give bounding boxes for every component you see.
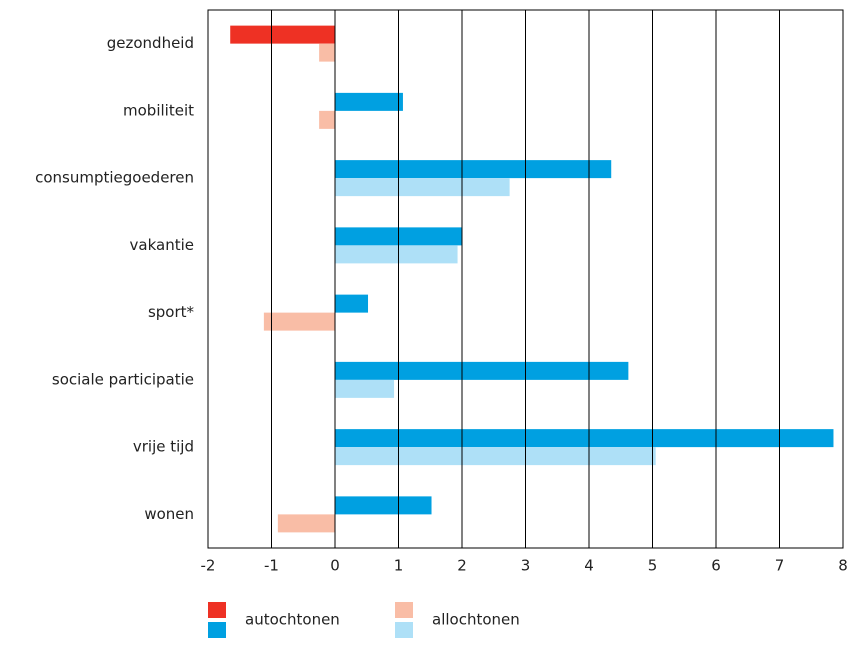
x-tick-label: -1 <box>264 557 279 575</box>
bar <box>335 496 432 515</box>
bar <box>335 294 369 313</box>
x-tick-label: -2 <box>201 557 216 575</box>
legend-swatch <box>395 622 413 638</box>
bar <box>319 43 335 62</box>
legend-swatch <box>395 602 413 618</box>
bar <box>335 361 629 380</box>
y-tick-label: vrije tijd <box>133 438 194 456</box>
bar <box>335 245 458 264</box>
y-tick-label: consumptiegoederen <box>35 169 194 187</box>
bar <box>277 514 335 533</box>
y-tick-label: sociale participatie <box>52 370 194 388</box>
bar <box>319 110 335 129</box>
bar <box>335 160 612 179</box>
x-tick-label: 5 <box>648 557 658 575</box>
bar <box>230 25 335 44</box>
legend-label: autochtonen <box>245 611 340 629</box>
x-tick-label: 1 <box>394 557 404 575</box>
legend-swatch <box>208 602 226 618</box>
y-tick-label: mobiliteit <box>123 101 194 119</box>
bar <box>335 178 510 197</box>
bar <box>335 447 656 466</box>
bar <box>263 312 335 331</box>
x-tick-label: 8 <box>838 557 848 575</box>
bar <box>335 429 834 448</box>
x-tick-label: 6 <box>711 557 721 575</box>
x-tick-label: 0 <box>330 557 340 575</box>
legend-label: allochtonen <box>432 611 520 629</box>
x-tick-label: 7 <box>775 557 785 575</box>
legend-swatch <box>208 622 226 638</box>
plot-frame <box>207 9 844 549</box>
x-tick-label: 4 <box>584 557 594 575</box>
x-tick-label: 2 <box>457 557 467 575</box>
bar <box>335 379 395 398</box>
bar <box>335 92 403 111</box>
y-tick-label: vakantie <box>130 236 194 254</box>
x-tick-label: 3 <box>521 557 531 575</box>
y-tick-label: sport* <box>148 303 195 321</box>
y-tick-label: gezondheid <box>107 34 194 52</box>
y-tick-label: wonen <box>144 505 194 523</box>
